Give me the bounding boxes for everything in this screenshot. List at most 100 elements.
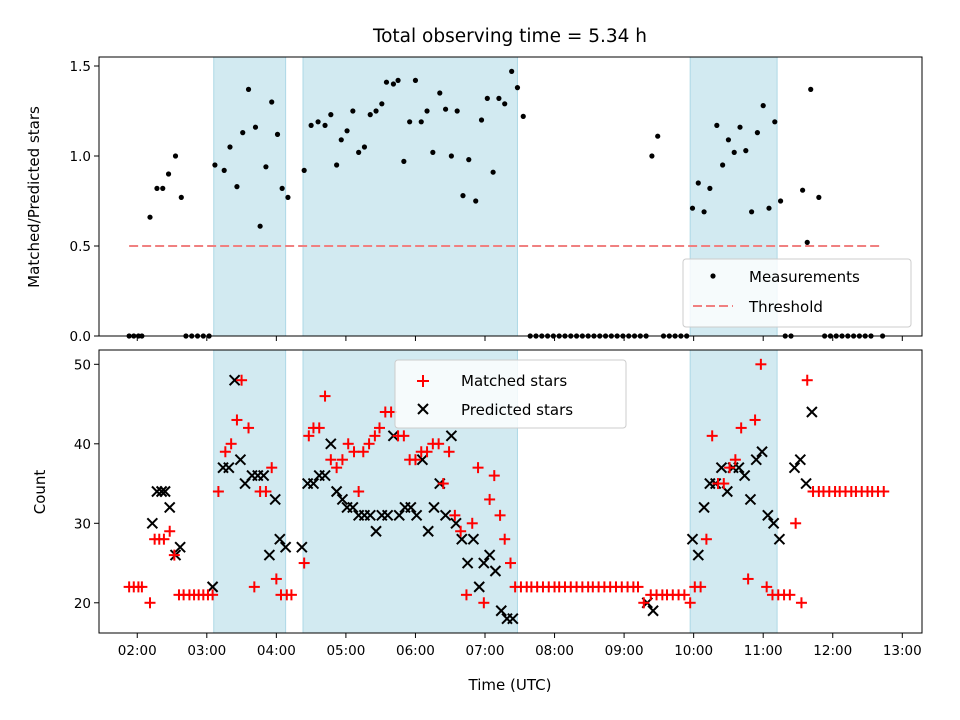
predicted-star-point: [483, 549, 496, 561]
measurement-point: [437, 90, 443, 96]
ratio-y-ticks: 0.0 0.5 1.0 1.5: [70, 59, 99, 345]
predicted-star-point: [151, 485, 163, 498]
predicted-star-point: [473, 581, 485, 593]
predicted-legend-label: Predicted stars: [461, 401, 573, 419]
measurement-point: [147, 214, 153, 220]
measurement-point: [749, 209, 755, 215]
y-tick-label: 1.0: [70, 149, 91, 165]
predicted-star-point: [715, 461, 728, 474]
measurement-point: [160, 185, 166, 191]
matched-star-point: [460, 589, 472, 601]
measurement-point: [808, 86, 814, 92]
measurement-point: [274, 131, 281, 137]
matched-star-point: [449, 509, 461, 521]
count-predicted-points: [146, 374, 818, 625]
predicted-star-point: [307, 477, 320, 490]
matched-star-point: [729, 454, 741, 466]
predicted-star-point: [405, 501, 417, 514]
predicted-star-point: [174, 541, 186, 553]
measurement-point: [165, 171, 172, 177]
x-tick-label: 09:00: [605, 643, 644, 659]
measurements-legend-label: Measurements: [749, 268, 860, 286]
matched-star-point: [319, 390, 331, 402]
matched-star-point: [761, 581, 773, 593]
measurement-point: [383, 79, 390, 85]
y-tick-label: 30: [74, 516, 91, 532]
measurement-point: [285, 194, 291, 200]
predicted-star-point: [692, 549, 704, 561]
measurement-point: [655, 133, 661, 139]
predicted-star-point: [450, 517, 462, 530]
measurement-point: [395, 77, 401, 83]
measurement-point: [252, 124, 259, 130]
matched-star-point: [443, 446, 455, 458]
measurement-point: [520, 113, 526, 119]
measurement-point: [800, 187, 806, 193]
predicted-star-point: [647, 605, 659, 617]
matched-star-point: [331, 462, 343, 474]
matched-star-point: [219, 446, 231, 458]
matched-star-point: [455, 525, 467, 537]
measurement-point: [390, 81, 397, 87]
matched-star-point: [260, 486, 272, 497]
predicted-star-point: [773, 533, 786, 545]
x-tick-label: 02:00: [118, 643, 157, 659]
measurement-point: [689, 205, 696, 211]
measurement-point: [240, 130, 246, 136]
matched-star-point: [158, 533, 170, 545]
matched-star-point: [225, 438, 237, 450]
predicted-star-point: [489, 565, 502, 577]
count-legend-box: [394, 359, 627, 429]
matched-star-point: [207, 589, 219, 601]
y-tick-label: 40: [74, 437, 91, 453]
observing-interval-band: [213, 349, 287, 634]
measurement-point: [269, 99, 275, 105]
measurement-point: [301, 167, 307, 173]
measurement-point: [514, 85, 521, 91]
y-tick-label: 0.5: [70, 239, 91, 255]
matched-star-point: [363, 438, 375, 450]
measurement-point: [731, 149, 737, 155]
matched-star-point: [374, 422, 386, 434]
predicted-star-point: [416, 453, 429, 466]
matched-star-point: [313, 422, 325, 434]
matched-star-point: [632, 581, 644, 593]
matched-star-point: [236, 374, 248, 386]
measurement-point: [338, 137, 344, 143]
measurement-point: [221, 167, 227, 173]
observing-interval-band: [302, 56, 518, 337]
measurement-point: [502, 101, 508, 107]
measurement-point: [701, 209, 707, 215]
matched-star-point: [472, 462, 484, 474]
measurement-point: [361, 144, 368, 150]
measurement-point: [707, 185, 713, 191]
measurement-point: [430, 149, 436, 155]
predicted-star-point: [686, 533, 699, 545]
measurement-point: [714, 122, 720, 128]
measurement-point: [766, 205, 772, 211]
measurement-point: [379, 101, 385, 107]
predicted-star-point: [762, 509, 774, 522]
predicted-star-point: [325, 438, 337, 450]
measurement-point: [490, 169, 496, 175]
measurement-point: [334, 162, 340, 168]
matched-star-point: [433, 438, 445, 450]
predicted-star-point: [274, 533, 286, 545]
predicted-star-point: [478, 557, 490, 569]
measurement-point: [816, 194, 822, 200]
measurement-point: [245, 86, 252, 92]
chart-title: Total observing time = 5.34 h: [372, 26, 647, 47]
matched-star-point: [684, 597, 696, 609]
matched-star-point: [437, 478, 449, 490]
x-tick-label: 06:00: [396, 643, 435, 659]
matched-star-point: [700, 533, 712, 545]
count-x-ticks: 02:00 03:00 04:00 05:00 06:00 07:00 08:00 09:00…: [118, 633, 922, 659]
matched-star-point: [325, 454, 337, 466]
matched-star-point: [248, 581, 260, 593]
predicted-star-point: [698, 501, 710, 514]
matched-star-point: [336, 454, 348, 466]
measurement-point: [777, 198, 784, 204]
measurement-point: [737, 124, 743, 130]
matched-star-point: [505, 557, 516, 569]
